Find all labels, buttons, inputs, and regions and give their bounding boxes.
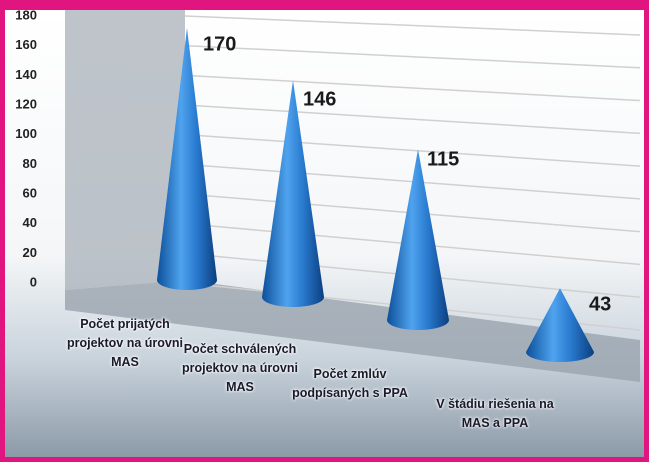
y-tick-label: 160 — [15, 37, 37, 52]
grid-line — [185, 75, 640, 100]
y-tick-label: 20 — [23, 245, 37, 260]
value-label: 43 — [589, 293, 611, 315]
value-label: 170 — [203, 33, 236, 55]
y-tick-label: 180 — [15, 10, 37, 22]
y-tick-label: 100 — [15, 126, 37, 141]
grid-line — [185, 135, 640, 166]
y-tick-label: 60 — [23, 185, 37, 200]
grid-line — [185, 105, 640, 133]
cone — [387, 149, 449, 330]
value-label: 146 — [303, 88, 336, 110]
cone — [262, 80, 324, 307]
grid-line — [185, 46, 640, 68]
x-tick-label: Počet schválených projektov na úrovni MA… — [180, 340, 300, 397]
y-tick-label: 40 — [23, 215, 37, 230]
y-tick-label: 140 — [15, 67, 37, 82]
x-tick-label: V štádiu riešenia na MAS a PPA — [435, 395, 555, 433]
chart: 0 20 40 60 80 100 120 140 160 180 170 146 115 43 Poče… — [0, 0, 649, 462]
y-tick-label: 0 — [30, 274, 37, 289]
grid-line — [185, 16, 640, 35]
x-tick-label: Počet zmlúv podpísaných s PPA — [290, 365, 410, 403]
y-tick-label: 80 — [23, 156, 37, 171]
cone — [526, 288, 594, 362]
x-tick-label: Počet prijatých projektov na úrovni MAS — [65, 315, 185, 372]
y-tick-label: 120 — [15, 96, 37, 111]
value-label: 115 — [427, 148, 459, 170]
